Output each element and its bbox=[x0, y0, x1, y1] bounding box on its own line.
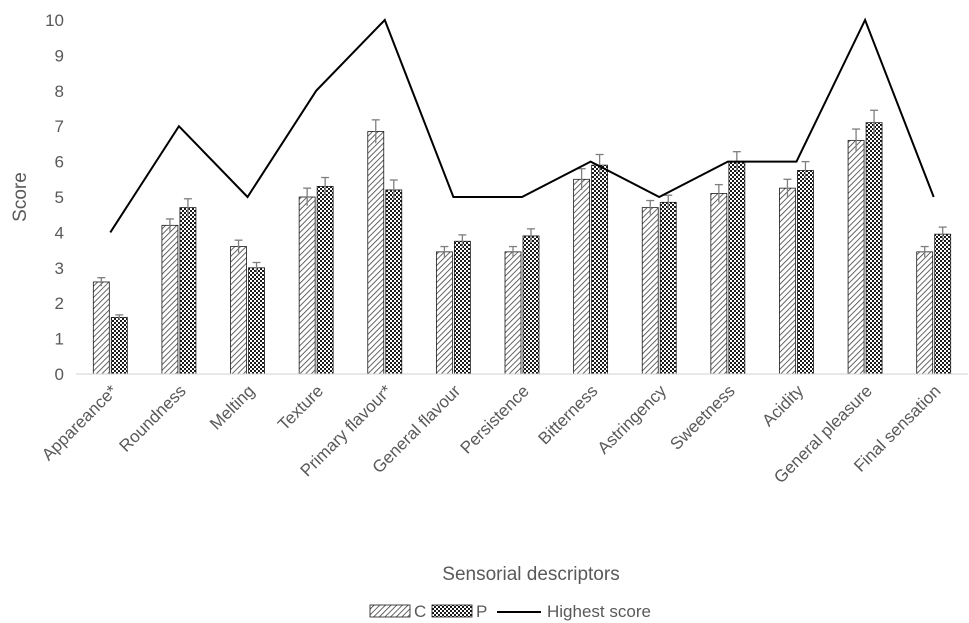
bar-c bbox=[230, 246, 247, 375]
bar-p bbox=[591, 164, 609, 375]
y-tick-label: 0 bbox=[55, 365, 64, 384]
y-tick-label: 9 bbox=[55, 46, 64, 65]
x-tick-label: Bitterness bbox=[535, 381, 602, 448]
bar-p bbox=[453, 240, 471, 375]
bar-p bbox=[934, 233, 952, 375]
bar-c bbox=[92, 281, 110, 375]
legend-swatch-p bbox=[431, 604, 473, 618]
bars bbox=[92, 109, 952, 375]
x-tick-label: Persistence bbox=[457, 381, 533, 457]
y-tick-label: 5 bbox=[55, 188, 64, 207]
bar-p bbox=[522, 235, 540, 375]
legend-label: C bbox=[414, 602, 426, 621]
y-tick-label: 10 bbox=[45, 11, 64, 30]
bar-p bbox=[728, 161, 746, 375]
highest-score-line bbox=[109, 17, 935, 233]
x-tick-label: Appareance* bbox=[38, 381, 121, 464]
bar-c bbox=[298, 196, 316, 375]
x-tick-label: Sweetness bbox=[666, 381, 738, 453]
y-tick-label: 4 bbox=[55, 223, 64, 242]
bar-c bbox=[916, 251, 934, 375]
bar-c bbox=[161, 224, 179, 375]
legend-swatch-c bbox=[369, 604, 411, 618]
x-tick-label: Texture bbox=[274, 381, 327, 434]
y-tick-label: 2 bbox=[55, 294, 64, 313]
highest-score-line-path bbox=[109, 17, 935, 233]
bar-c bbox=[435, 251, 453, 375]
bar-c bbox=[847, 139, 865, 375]
bar-p bbox=[659, 201, 677, 375]
bar-p bbox=[385, 189, 403, 375]
bar-p bbox=[248, 267, 265, 375]
y-tick-label: 3 bbox=[55, 259, 64, 278]
bar-c bbox=[779, 187, 796, 375]
x-tick-label: Melting bbox=[206, 381, 258, 433]
y-tick-label: 6 bbox=[55, 153, 64, 172]
legend-label: Highest score bbox=[547, 602, 651, 621]
y-axis-title: Score bbox=[10, 172, 31, 222]
y-axis: 0 1 2 3 4 5 6 7 8 9 10 bbox=[45, 11, 64, 384]
legend-label: P bbox=[476, 602, 487, 621]
bar-c bbox=[710, 193, 728, 375]
legend: C P Highest score bbox=[369, 602, 651, 621]
x-axis-title: Sensorial descriptors bbox=[442, 564, 619, 585]
y-tick-label: 7 bbox=[55, 117, 64, 136]
bar-p bbox=[865, 122, 883, 375]
x-tick-label: Roundness bbox=[115, 381, 189, 455]
x-tick-label: Acidity bbox=[758, 381, 807, 430]
bar-c bbox=[641, 207, 659, 375]
y-tick-label: 1 bbox=[55, 330, 64, 349]
bar-p bbox=[316, 185, 334, 375]
bar-p bbox=[179, 207, 197, 375]
x-axis: Appareance*Roundness Melting TexturePrimar… bbox=[38, 373, 968, 487]
bar-c bbox=[573, 178, 591, 375]
x-tick-label: Astringency bbox=[594, 381, 671, 458]
bar-c bbox=[367, 131, 385, 375]
bar-p bbox=[110, 316, 128, 375]
bar-p bbox=[797, 170, 814, 375]
bar-c bbox=[504, 251, 522, 375]
y-tick-label: 8 bbox=[55, 82, 64, 101]
